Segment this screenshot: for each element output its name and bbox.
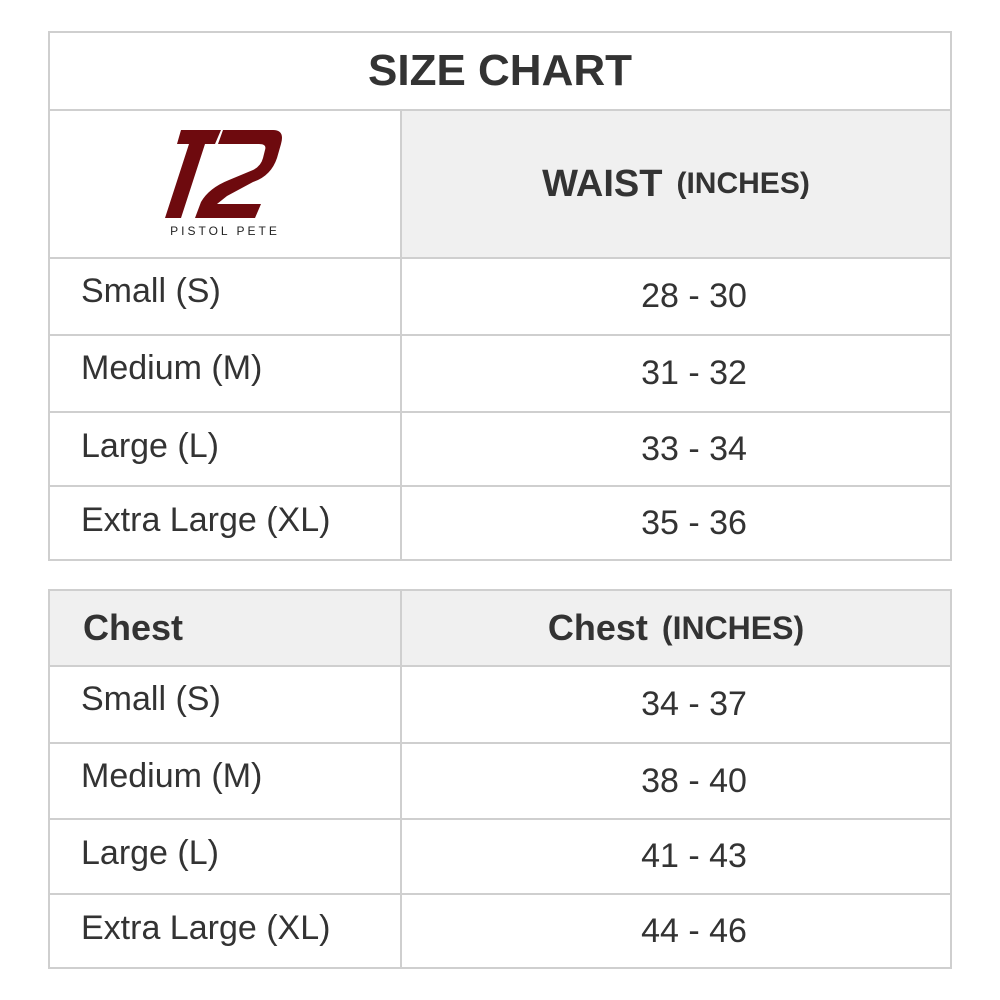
page-title: SIZE CHART bbox=[368, 46, 632, 95]
chest-first-col-header: Chest bbox=[83, 607, 184, 648]
table-row: Small (S) 34 - 37 bbox=[50, 665, 950, 742]
chest-unit: (INCHES) bbox=[661, 609, 805, 646]
size-label: Small (S) bbox=[81, 272, 221, 310]
table-row: Medium (M) 38 - 40 bbox=[50, 742, 950, 818]
size-label: Extra Large (XL) bbox=[81, 500, 331, 539]
table-row: Large (L) 33 - 34 bbox=[50, 411, 950, 485]
table-row: Extra Large (XL) 44 - 46 bbox=[50, 893, 950, 967]
chest-value: 44 - 46 bbox=[400, 895, 950, 967]
brand-logo: PISTOL PETE bbox=[50, 111, 400, 257]
size-label: Large (L) bbox=[81, 834, 219, 872]
chest-label: Chest bbox=[547, 607, 648, 648]
chest-size-table: Chest Chest (INCHES) Small (S) 34 - 37 M… bbox=[48, 589, 952, 969]
waist-value: 35 - 36 bbox=[400, 487, 950, 559]
title-row: SIZE CHART bbox=[50, 33, 950, 109]
pistol-pete-logo-icon bbox=[165, 130, 282, 218]
chest-header: Chest (INCHES) bbox=[400, 591, 950, 665]
table-row: Medium (M) 31 - 32 bbox=[50, 334, 950, 411]
size-label: Medium (M) bbox=[81, 349, 263, 387]
chest-value: 34 - 37 bbox=[400, 667, 950, 742]
table-row: Extra Large (XL) 35 - 36 bbox=[50, 485, 950, 559]
table-row: Large (L) 41 - 43 bbox=[50, 818, 950, 893]
table-row: Small (S) 28 - 30 bbox=[50, 257, 950, 334]
size-label: Extra Large (XL) bbox=[81, 908, 331, 947]
chest-value: 41 - 43 bbox=[400, 820, 950, 893]
waist-value: 31 - 32 bbox=[400, 336, 950, 411]
size-label: Small (S) bbox=[81, 680, 221, 718]
header-row: PISTOL PETE WAIST (INCHES) bbox=[50, 109, 950, 257]
chest-value: 38 - 40 bbox=[400, 744, 950, 818]
waist-size-table: SIZE CHART PISTOL PETE WAIST (INCHES) Sm… bbox=[48, 31, 952, 561]
size-label: Medium (M) bbox=[81, 756, 263, 795]
waist-label: WAIST bbox=[542, 162, 663, 205]
waist-header: WAIST (INCHES) bbox=[400, 111, 950, 257]
header-row: Chest Chest (INCHES) bbox=[50, 591, 950, 665]
waist-unit: (INCHES) bbox=[676, 167, 810, 200]
brand-name: PISTOL PETE bbox=[170, 224, 280, 238]
waist-value: 28 - 30 bbox=[400, 259, 950, 334]
size-label: Large (L) bbox=[81, 426, 219, 465]
waist-value: 33 - 34 bbox=[400, 413, 950, 485]
